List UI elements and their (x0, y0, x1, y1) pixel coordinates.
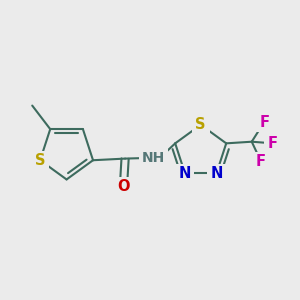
FancyBboxPatch shape (252, 152, 270, 171)
FancyBboxPatch shape (176, 164, 194, 183)
Text: S: S (196, 117, 206, 132)
Text: N: N (210, 166, 223, 181)
FancyBboxPatch shape (140, 148, 168, 168)
FancyBboxPatch shape (114, 177, 133, 196)
FancyBboxPatch shape (207, 164, 226, 183)
Text: O: O (117, 179, 130, 194)
FancyBboxPatch shape (264, 134, 282, 153)
Text: NH: NH (142, 151, 166, 165)
Text: N: N (179, 166, 191, 181)
Text: F: F (259, 115, 269, 130)
FancyBboxPatch shape (191, 115, 210, 134)
Text: F: F (256, 154, 266, 169)
Text: S: S (35, 153, 45, 168)
Text: F: F (268, 136, 278, 151)
FancyBboxPatch shape (31, 151, 49, 170)
FancyBboxPatch shape (255, 112, 273, 132)
